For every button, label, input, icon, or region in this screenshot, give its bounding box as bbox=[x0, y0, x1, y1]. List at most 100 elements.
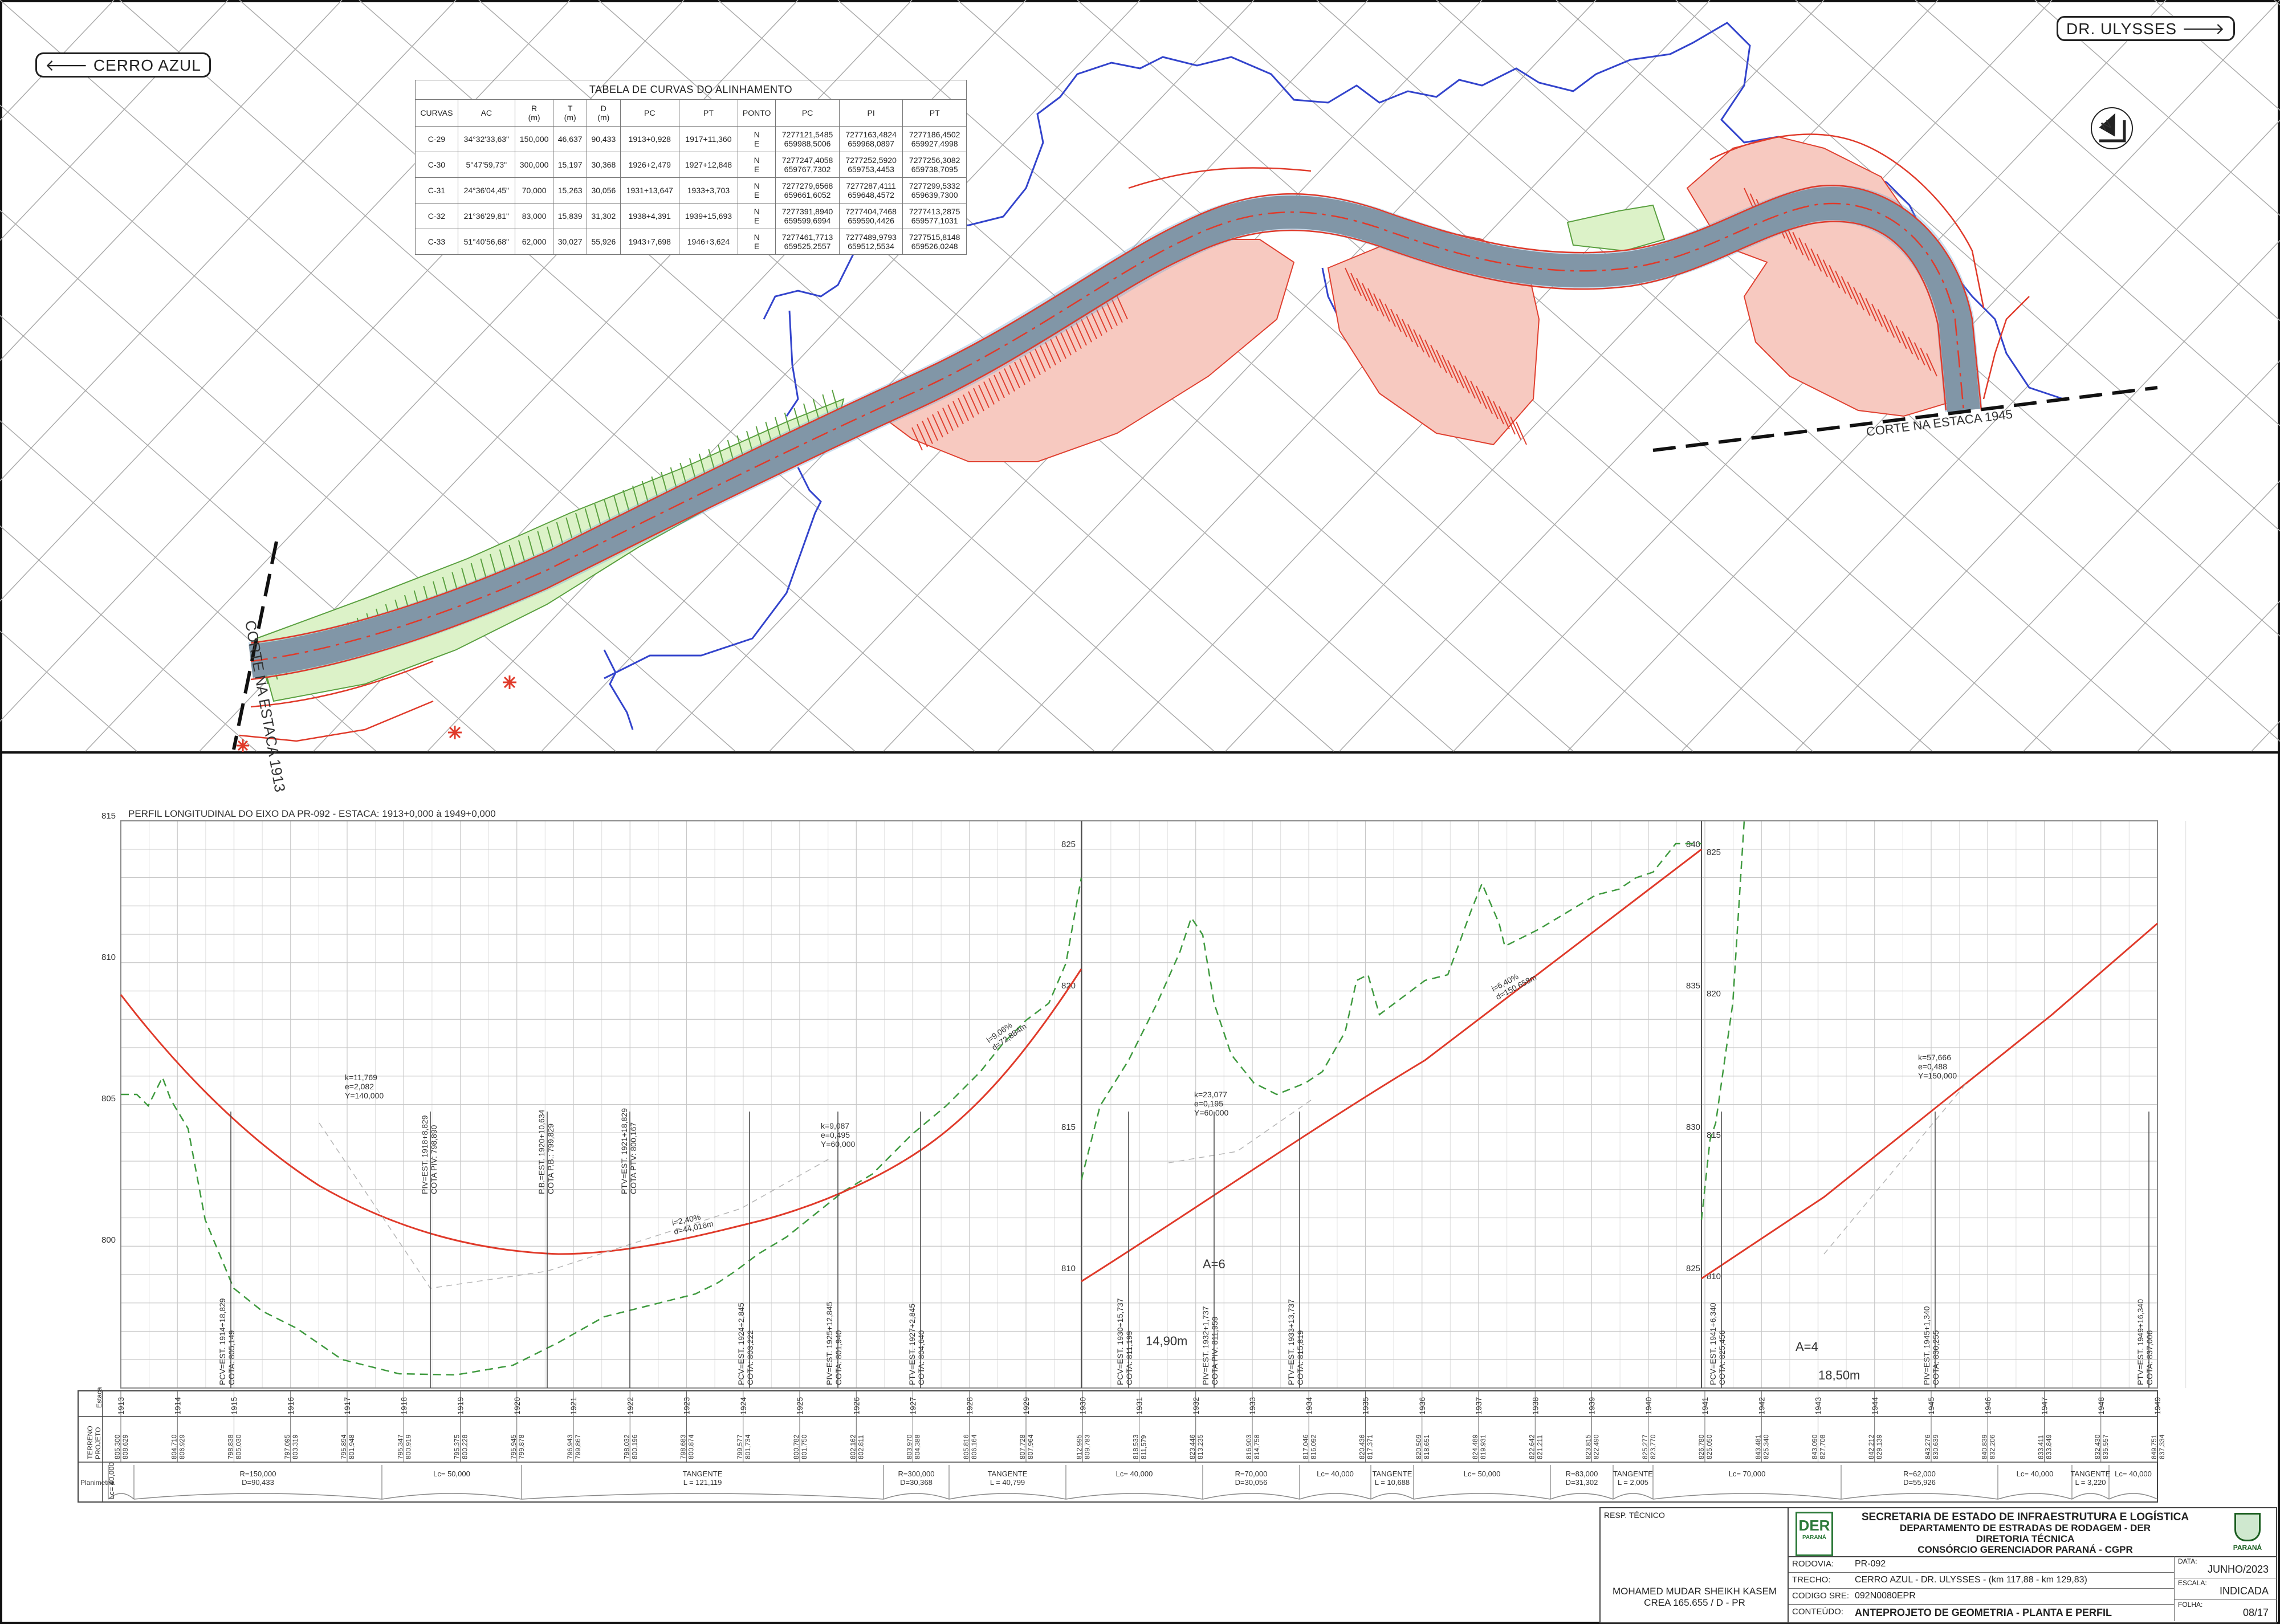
annotation-pb: P.B.=EST. 1920+10,634COTA P.B.: 799,829 bbox=[537, 1109, 555, 1194]
curve-table-header-cell: CURVAS bbox=[415, 99, 458, 127]
arrow-left-icon: 🡐 bbox=[45, 56, 93, 74]
cut-hatch bbox=[1117, 296, 1128, 320]
plan-element-arc bbox=[1997, 1493, 2073, 1500]
cut-hatch bbox=[1014, 361, 1025, 385]
project-value: 803,319 bbox=[291, 1434, 299, 1459]
cut-hatch bbox=[1810, 248, 1822, 272]
fill-hatch bbox=[547, 526, 553, 548]
station-label: 1929 bbox=[1021, 1397, 1031, 1415]
escala-label: ESCALA: bbox=[2178, 1579, 2207, 1587]
fill-hatch bbox=[832, 389, 838, 411]
curve-table-header-cell: PI bbox=[838, 99, 903, 127]
cut-hatch bbox=[932, 414, 943, 438]
curve-table-cell: C-33 bbox=[415, 229, 458, 255]
cut-hatch bbox=[1908, 336, 1919, 360]
fill-hatch bbox=[537, 531, 544, 552]
terrain-value: 843,090 bbox=[1811, 1434, 1819, 1459]
annotation-pcv2: PCV=EST. 1924+2,845COTA: 803,222 bbox=[736, 1303, 755, 1385]
cut-hatch bbox=[1362, 283, 1373, 307]
curve-table-cell: 7277121,5485 659988,5006 bbox=[775, 126, 840, 152]
fill-hatch bbox=[499, 549, 506, 571]
row-codigo: CODIGO SRE: 092N0080EPR bbox=[1789, 1588, 2174, 1605]
north-arrow-icon: N bbox=[2091, 107, 2133, 149]
cut-hatch bbox=[1436, 349, 1447, 373]
project-value: 823,770 bbox=[1649, 1434, 1657, 1459]
trecho-label: TRECHO: bbox=[1792, 1575, 1831, 1585]
grid-line bbox=[0, 420, 377, 752]
curve-table-cell: 51°40'56,68" bbox=[457, 229, 515, 255]
project-value: 799,867 bbox=[574, 1434, 582, 1459]
table-row: C-31 24°36'04,45" 70,000 15,263 30,056 1931+1… bbox=[415, 177, 967, 203]
curve-table-body: C-29 34°32'33,63" 150,000 46,637 90,433 1913+… bbox=[415, 126, 967, 255]
profile-data-band: Estaca TERRENO PROJETO Planimetria 1913 1… bbox=[78, 1387, 2166, 1503]
cut-hatch bbox=[1792, 231, 1804, 255]
fill-hatch bbox=[470, 563, 478, 584]
curve-table-header-cell: T (m) bbox=[553, 99, 588, 127]
planimetria-element: R=62,000 D=55,926 bbox=[1903, 1470, 1936, 1487]
cut-hatch bbox=[1091, 312, 1102, 336]
elevation-label-mid2: 830 bbox=[1686, 1122, 1700, 1132]
profile-title: PERFIL LONGITUDINAL DO EIXO DA PR-092 - … bbox=[128, 808, 496, 819]
annotation-ptv3: PTV=EST. 1933+13,737COTA: 815,819 bbox=[1286, 1299, 1305, 1385]
cut-hatch bbox=[1804, 243, 1816, 267]
grid-line bbox=[1681, 119, 2280, 752]
curve-table-cell: 34°32'33,63" bbox=[457, 126, 515, 152]
cut-hatch bbox=[983, 381, 995, 405]
terrain-value: 825,277 bbox=[1641, 1434, 1649, 1459]
cut-hatch bbox=[1385, 303, 1396, 327]
codigo-label: CODIGO SRE: bbox=[1792, 1591, 1850, 1601]
elevation-label-right: 815 bbox=[1707, 1130, 1721, 1140]
cut-hatch bbox=[1504, 411, 1516, 435]
direction-label-right: DR. ULYSSES 🡒 bbox=[2057, 16, 2235, 41]
station-label: 1939 bbox=[1587, 1397, 1597, 1415]
curve-table-cell: 70,000 bbox=[514, 177, 554, 203]
curve-table-cell: 7277391,8940 659599,6994 bbox=[775, 203, 840, 229]
cut-hatch bbox=[1009, 365, 1020, 389]
curve-table-cell: 30,056 bbox=[587, 177, 621, 203]
station-label: 1917 bbox=[343, 1397, 352, 1415]
cut-hatch bbox=[1853, 287, 1864, 311]
terrain-value: 823,815 bbox=[1585, 1434, 1593, 1459]
table-row: C-33 51°40'56,68" 62,000 30,027 55,926 1943+7… bbox=[415, 229, 967, 255]
terrain-value: 822,642 bbox=[1528, 1434, 1536, 1459]
annotation-g2: i=9,06%d=72,884m bbox=[985, 1014, 1028, 1052]
planimetria-element: TANGENTE L = 3,220 bbox=[2071, 1470, 2111, 1487]
grid-line bbox=[0, 104, 736, 752]
curve-table-cell: N E bbox=[738, 152, 776, 178]
terrain-value: 807,728 bbox=[1019, 1434, 1027, 1459]
terrain-value: 820,509 bbox=[1415, 1434, 1423, 1459]
grid-line bbox=[1675, 0, 2280, 532]
grid-line bbox=[0, 0, 115, 121]
station-label: 1948 bbox=[2096, 1397, 2106, 1415]
cut-hatch bbox=[1516, 421, 1527, 445]
project-value: 814,758 bbox=[1253, 1434, 1261, 1459]
fill-hatch bbox=[518, 540, 525, 561]
grid-line bbox=[1556, 0, 2280, 637]
planimetria-element: R=150,000 D=90,433 bbox=[240, 1470, 276, 1487]
trecho-value: CERRO AZUL - DR. ULYSSES - (km 117,88 - … bbox=[1855, 1575, 2087, 1585]
folha-label: FOLHA: bbox=[2178, 1601, 2203, 1609]
cut-hatch bbox=[1859, 292, 1871, 316]
resp-label: RESP. TÉCNICO bbox=[1604, 1511, 1665, 1520]
cut-hatch bbox=[1865, 298, 1877, 321]
curve-table-cell: 15,197 bbox=[553, 152, 588, 178]
cut-hatch bbox=[1920, 347, 1932, 371]
fill-hatch bbox=[632, 485, 639, 507]
planimetria-element: R=300,000 D=30,368 bbox=[898, 1470, 935, 1487]
curve-table-title: TABELA DE CURVAS DO ALINHAMENTO bbox=[415, 80, 967, 99]
curve-table-cell: 1913+0,928 bbox=[620, 126, 679, 152]
terrain-value: 798,683 bbox=[679, 1434, 687, 1459]
station-label: 1936 bbox=[1418, 1397, 1427, 1415]
project-value: 819,931 bbox=[1479, 1434, 1487, 1459]
annotation-g1: i=2,40%d=44,016m bbox=[671, 1210, 714, 1236]
profile-separators bbox=[1081, 821, 1702, 1388]
terrain-value: 795,375 bbox=[453, 1434, 461, 1459]
annotation-piv4: PIV=EST. 1945+1,340COTA: 830,255 bbox=[1922, 1306, 1940, 1385]
fill-hatch bbox=[556, 522, 563, 543]
terrain-value: 797,095 bbox=[283, 1434, 291, 1459]
annotation-pcv1: PCV=EST. 1914+18,829COTA: 805,149 bbox=[218, 1298, 236, 1385]
arrow-right-icon: 🡒 bbox=[2177, 20, 2225, 38]
project-value: 806,164 bbox=[970, 1434, 978, 1459]
terrain-value: 805,816 bbox=[962, 1434, 970, 1459]
cut-hatch bbox=[1424, 339, 1436, 363]
